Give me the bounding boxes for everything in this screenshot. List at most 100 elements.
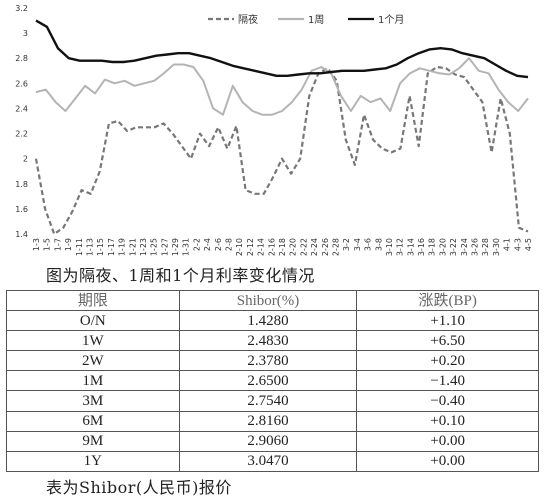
rate-cell: 2.7540: [178, 390, 358, 412]
x-tick-label: 4-3: [513, 238, 522, 251]
y-tick-label: 3: [23, 29, 28, 38]
table-row: 6M 2.8160 +0.10: [6, 410, 539, 432]
x-tick-label: 3-28: [481, 238, 490, 256]
series-line-0: [34, 65, 529, 236]
x-tick-label: 3-16: [417, 238, 426, 256]
change-cell: +0.20: [356, 350, 539, 372]
x-tick-label: 3-30: [492, 238, 501, 256]
x-tick-label: 3-24: [460, 238, 469, 256]
series-line-1: [35, 57, 529, 116]
x-tick-label: 3-4: [353, 238, 362, 251]
change-cell: +6.50: [356, 330, 539, 352]
change-cell: −0.40: [356, 390, 539, 412]
table-row: 2W 2.3780 +0.20: [6, 350, 539, 372]
rate-cell: 1.4280: [178, 310, 358, 332]
x-tick-label: 1-3: [32, 238, 41, 251]
term-cell: 1W: [6, 330, 180, 352]
x-tick-label: 2-20: [289, 238, 298, 256]
x-tick-label: 3-14: [406, 238, 415, 256]
rate-line-chart: 1.41.61.822.22.42.62.833.2 1-3 1-5 1-7 1-9 1…: [15, 4, 533, 256]
rate-cell: 2.3780: [178, 350, 358, 372]
x-tick-label: 4-1: [503, 238, 512, 251]
y-tick-label: 2.4: [15, 104, 28, 113]
x-tick-label: 1-29: [171, 238, 180, 256]
y-tick-label: 2.8: [15, 54, 28, 63]
table-header-row: 期限 Shibor(%) 涨跌(BP): [6, 289, 539, 312]
term-cell: 6M: [6, 410, 180, 432]
change-cell: −1.40: [356, 370, 539, 392]
x-tick-label: 3-18: [428, 238, 437, 256]
x-tick-label: 3-10: [385, 238, 394, 256]
header-shibor: Shibor(%): [178, 289, 358, 312]
term-cell: 2W: [6, 350, 180, 372]
change-cell: +0.00: [356, 450, 539, 472]
x-tick-label: 3-20: [438, 238, 447, 256]
x-tick-label: 3-22: [449, 238, 458, 256]
table-row: 1M 2.6500 −1.40: [6, 370, 539, 392]
x-tick-label: 1-17: [107, 238, 116, 256]
x-tick-label: 2-8: [225, 238, 234, 251]
chart-caption: 图为隔夜、1周和1个月利率变化情况: [46, 266, 315, 285]
y-tick-label: 2.2: [15, 130, 28, 139]
x-tick-label: 1-9: [64, 238, 73, 251]
header-change: 涨跌(BP): [356, 289, 539, 312]
legend-label: 1周: [308, 14, 324, 26]
table-row: 3M 2.7540 −0.40: [6, 390, 539, 412]
series-line-2: [35, 19, 529, 79]
x-tick-label: 3-6: [364, 238, 373, 251]
x-tick-label: 3-2: [342, 238, 351, 251]
rate-cell: 2.6500: [178, 370, 358, 392]
x-tick-label: 2-22: [299, 238, 308, 256]
x-tick-label: 1-13: [85, 238, 94, 256]
x-tick-label: 1-7: [53, 238, 62, 251]
x-tick-label: 3-8: [374, 238, 383, 251]
x-tick-label: 1-23: [139, 238, 148, 256]
shibor-table: 期限 Shibor(%) 涨跌(BP) O/N 1.4280 +1.10 1W 2.4…: [6, 289, 539, 472]
rate-cell: 3.0470: [178, 450, 358, 472]
table-row: 9M 2.9060 +0.00: [6, 430, 539, 452]
x-tick-label: 2-12: [246, 238, 255, 256]
y-tick-label: 2: [23, 155, 28, 164]
x-tick-label: 2-2: [192, 238, 201, 251]
legend-label: 1个月: [378, 14, 404, 26]
x-tick-label: 1-31: [182, 238, 191, 256]
y-tick-label: 2.6: [15, 79, 28, 88]
legend-label: 隔夜: [238, 13, 258, 26]
change-cell: +0.10: [356, 410, 539, 432]
x-tick-label: 3-12: [396, 238, 405, 256]
table-row: 1W 2.4830 +6.50: [6, 330, 539, 352]
x-tick-label: 2-24: [310, 238, 319, 256]
table-caption: 表为Shibor(人民币)报价: [46, 478, 232, 497]
table-row: O/N 1.4280 +1.10: [6, 310, 539, 332]
y-tick-label: 1.6: [15, 205, 28, 214]
y-tick-label: 3.2: [15, 4, 28, 13]
rate-cell: 2.9060: [178, 430, 358, 452]
x-tick-label: 2-18: [278, 238, 287, 256]
y-tick-label: 1.8: [15, 180, 28, 189]
x-tick-label: 4-5: [524, 238, 533, 251]
header-term: 期限: [6, 289, 180, 312]
x-tick-label: 2-6: [214, 238, 223, 251]
x-tick-label: 2-10: [235, 238, 244, 256]
x-tick-label: 2-28: [331, 238, 340, 256]
x-tick-label: 2-26: [321, 238, 330, 256]
x-tick-label: 2-16: [267, 238, 276, 256]
change-cell: +0.00: [356, 430, 539, 452]
x-tick-label: 1-27: [160, 238, 169, 256]
term-cell: 1Y: [6, 450, 180, 472]
x-tick-label: 2-4: [203, 238, 212, 251]
x-tick-label: 1-15: [96, 238, 105, 256]
x-tick-label: 1-5: [43, 238, 52, 251]
table-row: 1Y 3.0470 +0.00: [6, 450, 539, 472]
y-tick-label: 1.4: [15, 230, 28, 239]
rate-cell: 2.4830: [178, 330, 358, 352]
x-tick-label: 2-14: [257, 238, 266, 256]
x-tick-label: 1-19: [118, 238, 127, 256]
x-tick-label: 1-11: [75, 238, 84, 256]
term-cell: O/N: [6, 310, 180, 332]
x-tick-label: 1-21: [128, 238, 137, 256]
term-cell: 1M: [6, 370, 180, 392]
rate-cell: 2.8160: [178, 410, 358, 432]
term-cell: 9M: [6, 430, 180, 452]
x-tick-label: 3-26: [471, 238, 480, 256]
